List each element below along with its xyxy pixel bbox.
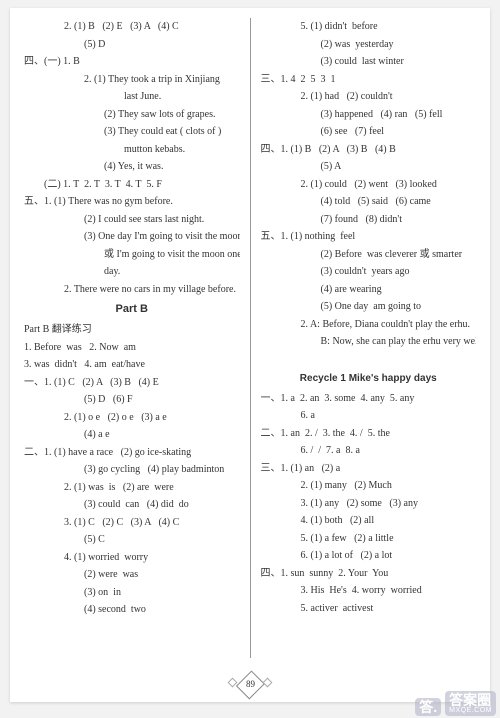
- text-line: 6. (1) a lot of (2) a lot: [261, 547, 477, 565]
- right-column: 5. (1) didn't before(2) was yesterday(3)…: [261, 18, 477, 658]
- text-line: 2. (1) They took a trip in Xinjiang: [24, 71, 240, 89]
- text-line: (2) was yesterday: [261, 36, 477, 54]
- text-line: last June.: [24, 88, 240, 106]
- text-line: (2) Before was cleverer 或 smarter: [261, 246, 477, 264]
- text-line: 四、1. (1) B (2) A (3) B (4) B: [261, 141, 477, 159]
- text-line: (2) were was: [24, 566, 240, 584]
- page: 2. (1) B (2) E (3) A (4) C(5) D四、(一) 1. …: [10, 8, 490, 702]
- text-line: (5) One day am going to: [261, 298, 477, 316]
- text-line: day.: [24, 263, 240, 281]
- footer-ornament-right: [263, 678, 273, 688]
- watermark-text: 答案圈 MXQE.COM: [445, 691, 496, 716]
- text-line: 3. His He's 4. worry worried: [261, 582, 477, 600]
- text-line: (3) on in: [24, 584, 240, 602]
- text-line: (3) One day I'm going to visit the moon.: [24, 228, 240, 246]
- text-line: (3) couldn't years ago: [261, 263, 477, 281]
- text-line: (4) told (5) said (6) came: [261, 193, 477, 211]
- text-line: (4) are wearing: [261, 281, 477, 299]
- text-line: 2. (1) o e (2) o e (3) a e: [24, 409, 240, 427]
- text-line: (7) found (8) didn't: [261, 211, 477, 229]
- text-line: 6. / / 7. a 8. a: [261, 442, 477, 460]
- text-line: 2. (1) had (2) couldn't: [261, 88, 477, 106]
- text-line: (2) They saw lots of grapes.: [24, 106, 240, 124]
- text-line: (3) happened (4) ran (5) fell: [261, 106, 477, 124]
- text-line: 二、1. (1) have a race (2) go ice-skating: [24, 444, 240, 462]
- text-line: (6) see (7) feel: [261, 123, 477, 141]
- text-line: 三、1. 4 2 5 3 1: [261, 71, 477, 89]
- text-line: Part B 翻译练习: [24, 321, 240, 339]
- text-line: (4) a e: [24, 426, 240, 444]
- text-line: 二、1. an 2. / 3. the 4. / 5. the: [261, 425, 477, 443]
- text-line: 2. There were no cars in my village befo…: [24, 281, 240, 299]
- text-line: (4) Yes, it was.: [24, 158, 240, 176]
- watermark-big: 答案圈: [449, 692, 491, 708]
- columns: 2. (1) B (2) E (3) A (4) C(5) D四、(一) 1. …: [24, 18, 476, 658]
- page-number: 89: [246, 677, 255, 693]
- text-line: 5. activer activest: [261, 600, 477, 618]
- text-line: mutton kebabs.: [24, 141, 240, 159]
- text-line: 5. (1) a few (2) a little: [261, 530, 477, 548]
- text-line: 4. (1) worried worry: [24, 549, 240, 567]
- text-line: (5) C: [24, 531, 240, 549]
- text-line: 2. (1) could (2) went (3) looked: [261, 176, 477, 194]
- text-line: 3. (1) C (2) C (3) A (4) C: [24, 514, 240, 532]
- text-line: Recycle 1 Mike's happy days: [261, 370, 477, 388]
- watermark-sub: MXQE.COM: [449, 707, 492, 714]
- text-line: (5) D (6) F: [24, 391, 240, 409]
- text-line: (5) A: [261, 158, 477, 176]
- text-line: 一、1. a 2. an 3. some 4. any 5. any: [261, 390, 477, 408]
- text-line: 一、1. (1) C (2) A (3) B (4) E: [24, 374, 240, 392]
- text-line: 2. (1) many (2) Much: [261, 477, 477, 495]
- text-line: 五、1. (1) nothing feel: [261, 228, 477, 246]
- column-divider: [250, 18, 251, 658]
- text-line: (4) second two: [24, 601, 240, 619]
- text-line: 6. a: [261, 407, 477, 425]
- text-line: 2. (1) was is (2) are were: [24, 479, 240, 497]
- text-line: (5) D: [24, 36, 240, 54]
- left-column: 2. (1) B (2) E (3) A (4) C(5) D四、(一) 1. …: [24, 18, 240, 658]
- text-line: 三、1. (1) an (2) a: [261, 460, 477, 478]
- text-line: (二) 1. T 2. T 3. T 4. T 5. F: [24, 176, 240, 194]
- text-line: 3. was didn't 4. am eat/have: [24, 356, 240, 374]
- text-line: (3) could can (4) did do: [24, 496, 240, 514]
- text-line: 1. Before was 2. Now am: [24, 339, 240, 357]
- page-number-diamond: 89: [236, 671, 265, 700]
- text-line: (3) They could eat ( clots of ): [24, 123, 240, 141]
- text-line: B: Now, she can play the erhu very well.: [261, 333, 477, 351]
- text-line: 5. (1) didn't before: [261, 18, 477, 36]
- text-line: Part B: [24, 300, 240, 319]
- text-line: 3. (1) any (2) some (3) any: [261, 495, 477, 513]
- text-line: 或 I'm going to visit the moon one: [24, 246, 240, 264]
- text-line: 四、(一) 1. B: [24, 53, 240, 71]
- watermark-logo: 答.: [415, 698, 441, 716]
- text-line: 2. (1) B (2) E (3) A (4) C: [24, 18, 240, 36]
- watermark: 答. 答案圈 MXQE.COM: [415, 691, 496, 716]
- text-line: 4. (1) both (2) all: [261, 512, 477, 530]
- text-line: (3) go cycling (4) play badminton: [24, 461, 240, 479]
- text-line: (3) could last winter: [261, 53, 477, 71]
- text-line: (2) I could see stars last night.: [24, 211, 240, 229]
- text-line: 五、1. (1) There was no gym before.: [24, 193, 240, 211]
- text-line: 2. A: Before, Diana couldn't play the er…: [261, 316, 477, 334]
- text-line: 四、1. sun sunny 2. Your You: [261, 565, 477, 583]
- text-line: [261, 351, 477, 369]
